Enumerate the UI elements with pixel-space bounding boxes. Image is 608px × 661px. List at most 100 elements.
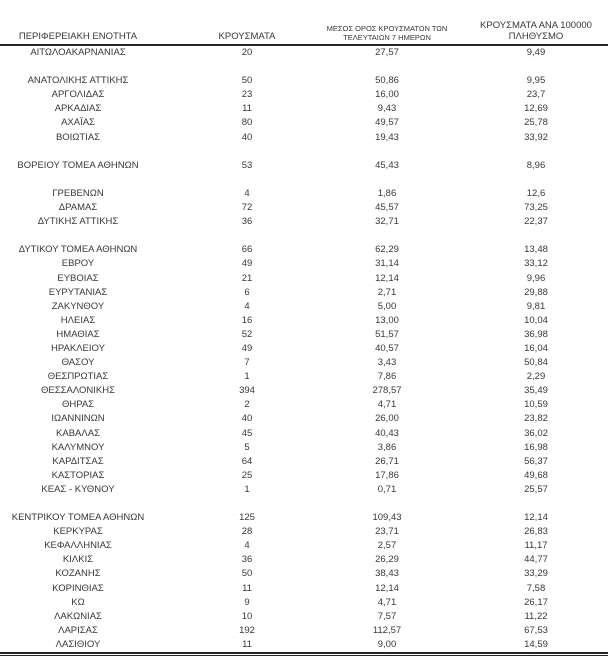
group-spacer-row	[0, 173, 608, 187]
region-cell: ΘΗΡΑΣ	[61, 399, 95, 411]
cases-cell: 394	[239, 385, 255, 397]
region-cell: ΒΟΡΕΙΟΥ ΤΟΜΕΑ ΑΘΗΝΩΝ	[17, 159, 139, 171]
table-row: ΗΜΑΘΙΑΣ 52 51,57 36,98	[0, 328, 608, 342]
avg7-cell: 19,43	[375, 131, 399, 143]
table-row: ΑΡΓΟΛΙΔΑΣ 23 16,00 23,7	[0, 88, 608, 102]
avg7-cell: 16,00	[375, 89, 399, 101]
cases-cell: 9	[244, 596, 250, 608]
region-cell: ΗΜΑΘΙΑΣ	[56, 328, 100, 340]
table-row: ΓΡΕΒΕΝΩΝ 4 1,86 12,6	[0, 187, 608, 201]
avg7-cell: 40,43	[375, 427, 399, 439]
region-cell: ΔΡΑΜΑΣ	[58, 202, 98, 214]
cases-cell: 20	[241, 47, 253, 58]
per100k-cell: 36,02	[524, 427, 548, 439]
avg7-cell: 45,43	[375, 159, 399, 171]
region-cell: ΚΟΡΙΝΘΙΑΣ	[52, 582, 104, 594]
table-row: ΚΑΡΔΙΤΣΑΣ 64 26,71 56,37	[0, 455, 608, 469]
region-cell: ΔΥΤΙΚΗΣ ΑΤΤΙΚΗΣ	[37, 216, 119, 228]
table-row: ΑΙΤΩΛΟΑΚΑΡΝΑΝΙΑΣ 20 27,57 9,49	[0, 46, 608, 60]
per100k-cell: 16,98	[524, 441, 548, 453]
column-header-cases: ΚΡΟΥΣΜΑΤΑ	[156, 31, 338, 43]
cases-cell: 1	[244, 371, 250, 383]
table-row: ΘΗΡΑΣ 2 4,71 10,59	[0, 398, 608, 412]
cases-cell: 6	[244, 286, 250, 298]
cases-cell: 2	[244, 399, 250, 411]
avg7-cell: 278,57	[372, 385, 402, 397]
region-cell: ΚΑΣΤΟΡΙΑΣ	[51, 469, 105, 481]
region-cell: ΚΩ	[71, 596, 85, 608]
per100k-cell: 14,59	[524, 638, 548, 650]
region-cell: ΛΑΚΩΝΙΑΣ	[54, 610, 102, 622]
table-row: ΚΕΦΑΛΛΗΝΙΑΣ 4 2,57 11,17	[0, 539, 608, 553]
region-cell: ΚΕΡΚΥΡΑΣ	[53, 526, 103, 538]
avg7-cell: 109,43	[372, 512, 402, 524]
cases-cell: 11	[242, 582, 252, 594]
cases-cell: 50	[241, 75, 253, 87]
avg7-cell: 27,57	[375, 47, 399, 58]
per100k-cell: 9,96	[526, 272, 546, 284]
per100k-cell: 67,53	[524, 624, 548, 636]
region-cell: ΛΑΣΙΘΙΟΥ	[55, 638, 101, 650]
table-row: ΕΥΡΥΤΑΝΙΑΣ 6 2,71 29,88	[0, 286, 608, 300]
region-cell: ΘΕΣΠΡΩΤΙΑΣ	[47, 371, 109, 383]
per100k-cell: 10,04	[524, 314, 548, 326]
region-cell: ΑΝΑΤΟΛΙΚΗΣ ΑΤΤΙΚΗΣ	[27, 75, 129, 87]
per100k-cell: 11,22	[524, 610, 548, 622]
cases-cell: 66	[241, 244, 253, 256]
cases-cell: 192	[239, 624, 255, 636]
avg7-cell: 17,86	[375, 469, 399, 481]
avg7-cell: 45,57	[375, 202, 399, 214]
group-spacer-row	[0, 145, 608, 159]
region-cell: ΑΧΑΪΑΣ	[61, 117, 95, 129]
table-row: ΗΡΑΚΛΕΙΟΥ 49 40,57 16,04	[0, 342, 608, 356]
avg7-cell: 1,86	[377, 187, 397, 199]
avg7-cell: 3,86	[377, 441, 397, 453]
per100k-cell: 33,29	[524, 568, 548, 580]
region-cell: ΑΡΚΑΔΙΑΣ	[54, 103, 102, 115]
table-header: ΠΕΡΙΦΕΡΕΙΑΚΗ ΕΝΟΤΗΤΑ ΚΡΟΥΣΜΑΤΑ ΜΕΣΟΣ ΟΡΟ…	[0, 0, 608, 46]
column-header-7day-average-line2: ΤΕΛΕΥΤΑΙΩΝ 7 ΗΜΕΡΩΝ	[343, 33, 431, 42]
table-row: ΕΒΡΟΥ 49 31,14 33,12	[0, 257, 608, 271]
per100k-cell: 22,37	[524, 216, 548, 228]
avg7-cell: 32,71	[375, 216, 399, 228]
cases-cell: 50	[241, 568, 253, 580]
cases-cell: 64	[241, 455, 253, 467]
region-cell: ΘΕΣΣΑΛΟΝΙΚΗΣ	[41, 385, 115, 397]
cases-cell: 36	[241, 216, 253, 228]
region-cell: ΚΙΛΚΙΣ	[62, 554, 94, 566]
column-header-per-100000-line1: ΚΡΟΥΣΜΑΤΑ ΑΝΑ 100000	[480, 20, 592, 31]
table-body: ΑΙΤΩΛΟΑΚΑΡΝΑΝΙΑΣ 20 27,57 9,49 ΑΝΑΤΟΛΙΚΗΣ ΑΤ…	[0, 46, 608, 652]
table-row: ΙΩΑΝΝΙΝΩΝ 40 26,00 23,82	[0, 412, 608, 426]
per100k-cell: 7,58	[526, 582, 546, 594]
column-header-region: ΠΕΡΙΦΕΡΕΙΑΚΗ ΕΝΟΤΗΤΑ	[0, 31, 156, 43]
table-row: ΛΑΚΩΝΙΑΣ 10 7,57 11,22	[0, 610, 608, 624]
table-row: ΚΕΡΚΥΡΑΣ 28 23,71 26,83	[0, 525, 608, 539]
per100k-cell: 49,68	[524, 469, 548, 481]
avg7-cell: 4,71	[377, 596, 397, 608]
cases-cell: 10	[241, 610, 253, 622]
avg7-cell: 112,57	[372, 624, 402, 636]
per100k-cell: 12,14	[524, 512, 548, 524]
avg7-cell: 51,57	[375, 328, 399, 340]
per100k-cell: 12,69	[524, 103, 548, 115]
table-row: ΗΛΕΙΑΣ 16 13,00 10,04	[0, 314, 608, 328]
per100k-cell: 9,95	[526, 75, 546, 87]
per100k-cell: 12,6	[526, 187, 546, 199]
region-cell: ΑΙΤΩΛΟΑΚΑΡΝΑΝΙΑΣ	[30, 47, 126, 58]
table-row: ΚΑΣΤΟΡΙΑΣ 25 17,86 49,68	[0, 469, 608, 483]
table-row: ΕΥΒΟΙΑΣ 21 12,14 9,96	[0, 272, 608, 286]
avg7-cell: 3,43	[377, 357, 397, 369]
region-cell: ΕΥΒΟΙΑΣ	[57, 272, 99, 284]
avg7-cell: 40,57	[375, 342, 399, 354]
avg7-cell: 0,71	[377, 483, 397, 495]
group-spacer-row	[0, 497, 608, 511]
avg7-cell: 2,57	[377, 540, 397, 552]
table-row: ΘΕΣΠΡΩΤΙΑΣ 1 7,86 2,29	[0, 370, 608, 384]
table-row: ΚΑΛΥΜΝΟΥ 5 3,86 16,98	[0, 441, 608, 455]
per100k-cell: 50,84	[524, 357, 548, 369]
cases-cell: 7	[244, 357, 250, 369]
cases-cell: 80	[241, 117, 253, 129]
per100k-cell: 73,25	[524, 202, 548, 214]
region-cell: ΗΛΕΙΑΣ	[60, 314, 96, 326]
region-cell: ΖΑΚΥΝΘΟΥ	[51, 300, 105, 312]
